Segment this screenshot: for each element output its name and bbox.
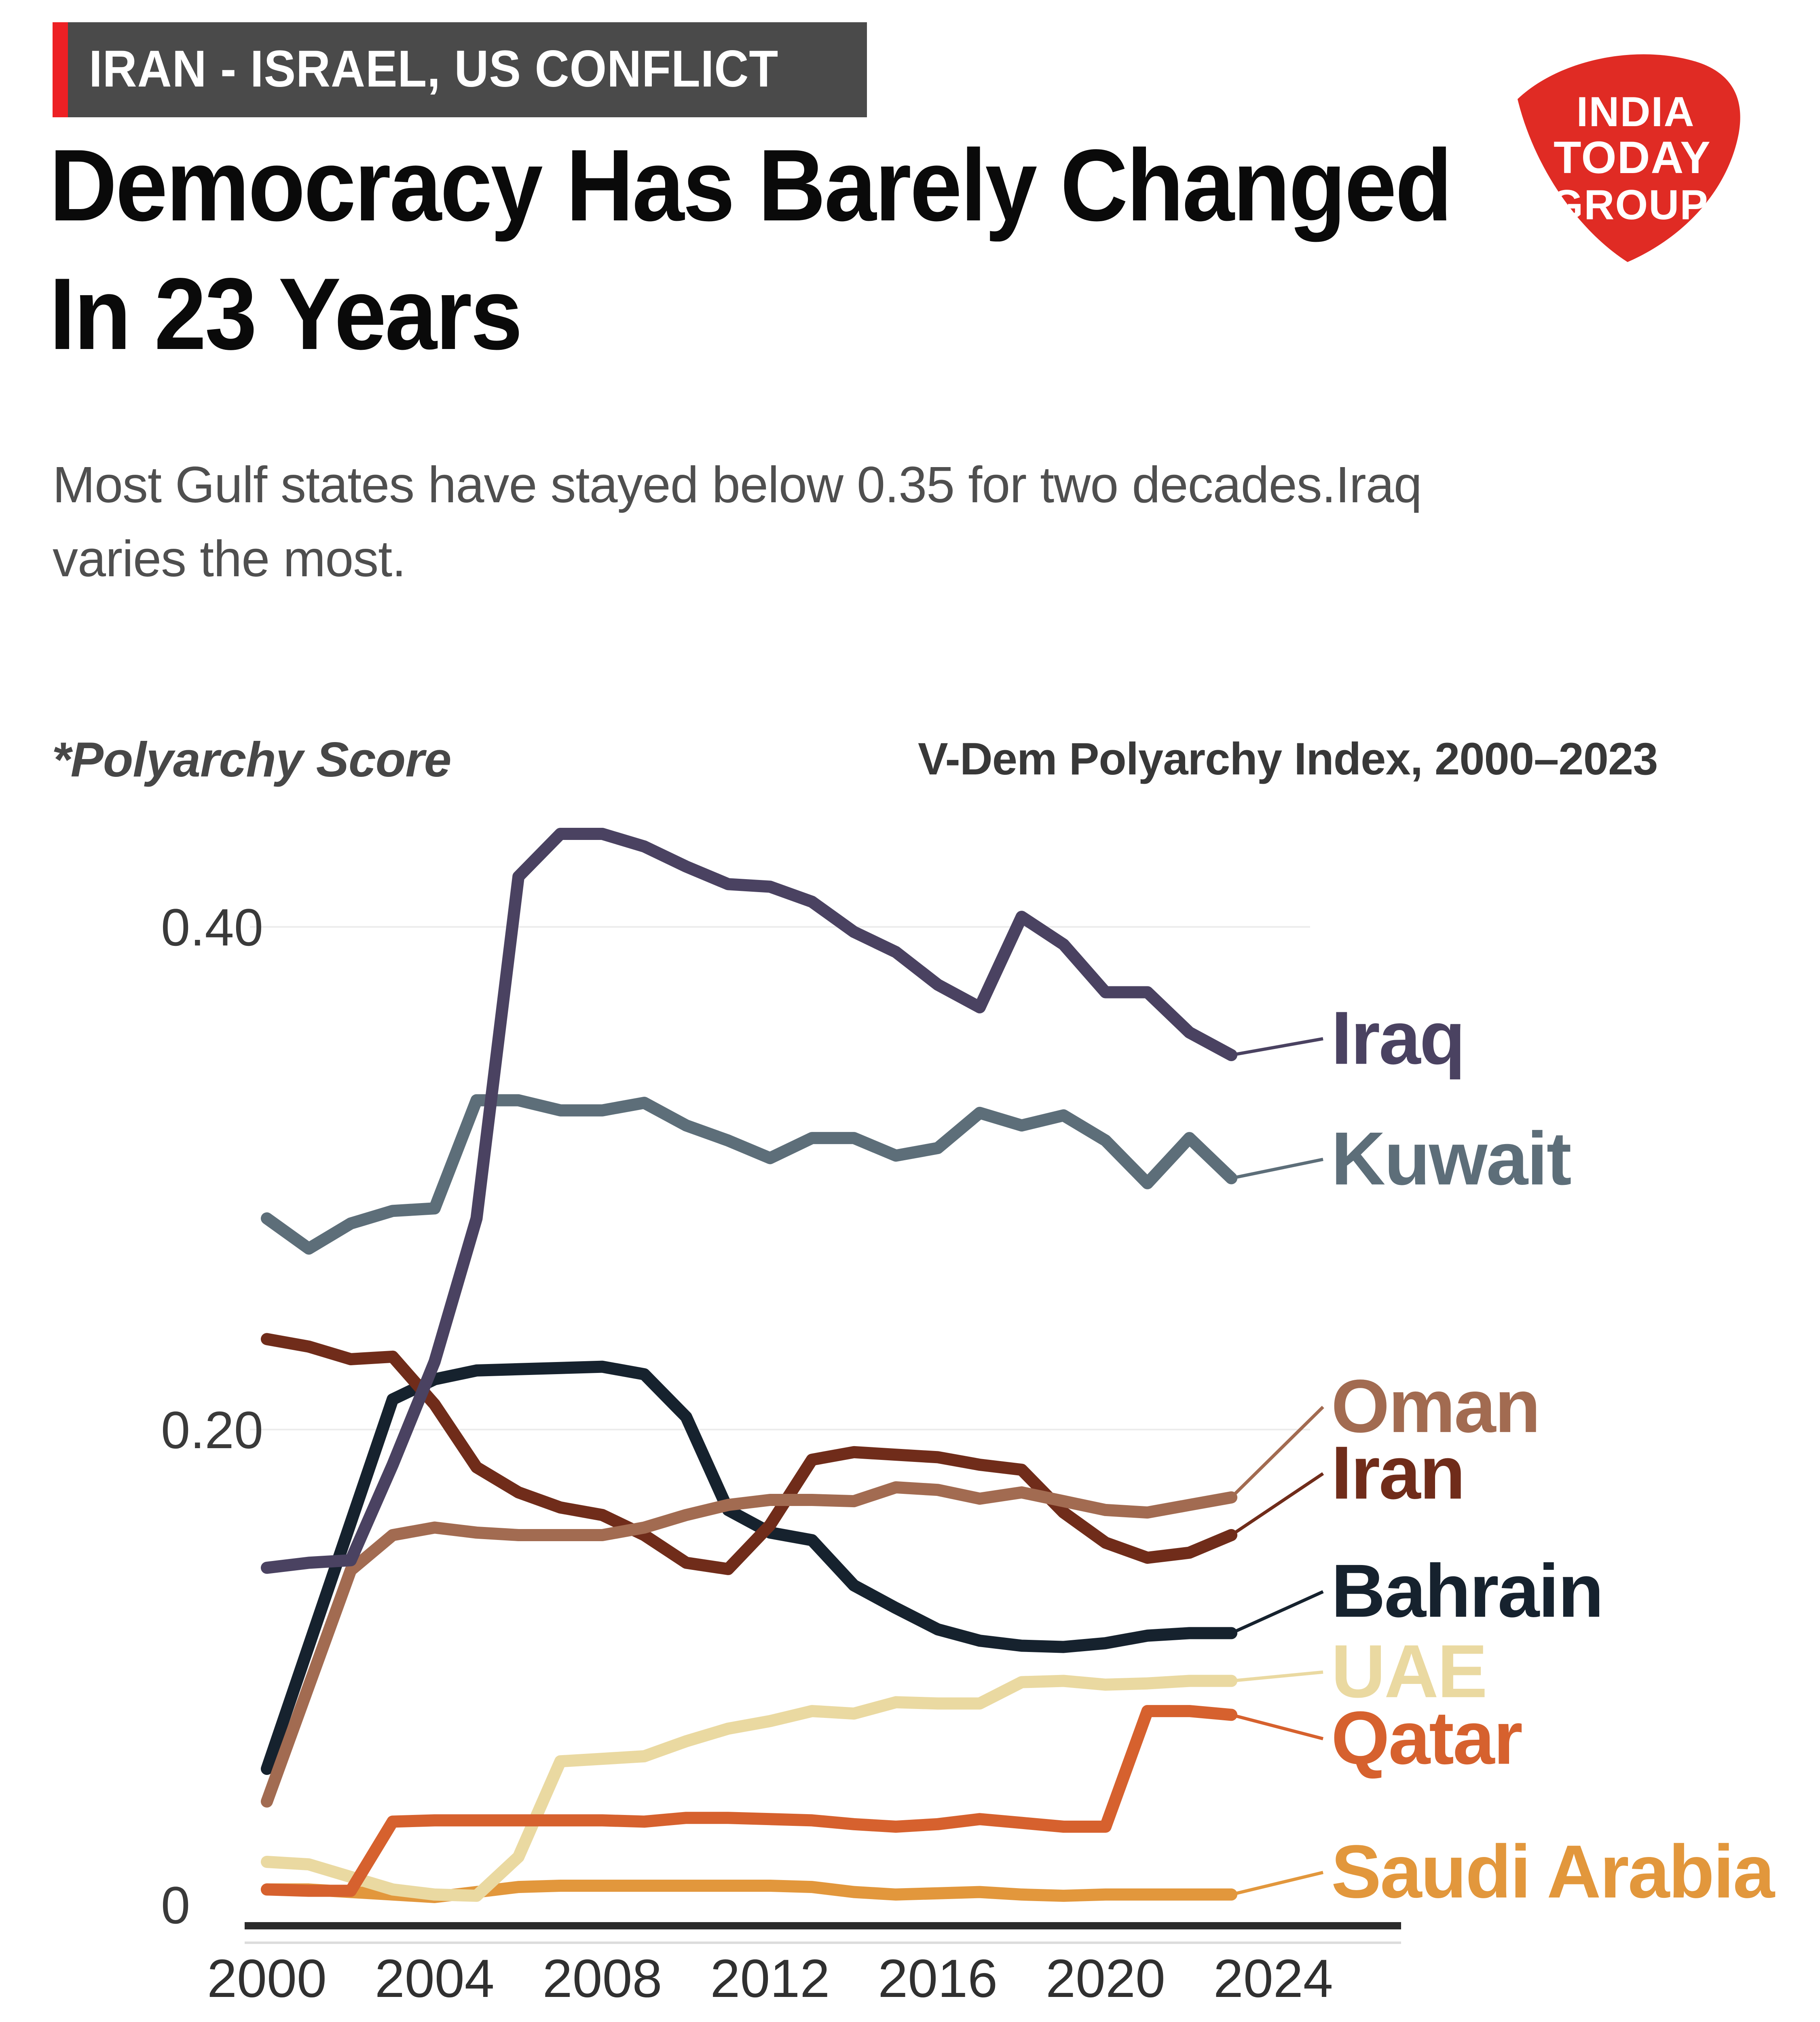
series-label-kuwait: Kuwait <box>1331 1117 1571 1201</box>
y-tick-label: 0.20 <box>161 1400 263 1459</box>
label-connector-oman <box>1230 1406 1324 1499</box>
series-label-iraq: Iraq <box>1331 996 1464 1080</box>
series-line-qatar <box>261 1705 1238 1897</box>
x-tick-label: 2016 <box>878 1949 998 2009</box>
series-label-uae: UAE <box>1331 1630 1486 1713</box>
page-title: Democracy Has Barely Changed In 23 Years <box>49 129 1452 371</box>
chart-canvas: 0 0.20 0.40 2000 2004 2008 2012 2016 2020 2024 Sau… <box>161 828 1777 2009</box>
series-line-iran <box>261 1333 1238 1575</box>
category-tag-label: IRAN - ISRAEL, US CONFLICT <box>89 40 779 98</box>
india-today-group-logo-icon: INDIA TODAY GROUP <box>1518 54 1740 262</box>
category-tag: IRAN - ISRAEL, US CONFLICT <box>53 22 867 117</box>
label-connector-kuwait <box>1231 1157 1323 1180</box>
x-tick-label: 2012 <box>710 1949 830 2009</box>
series-line-iraq <box>261 828 1238 1574</box>
series-label-bahrain: Bahrain <box>1331 1549 1603 1633</box>
series-line-kuwait <box>261 1094 1238 1255</box>
series-label-saudi-arabia: Saudi Arabia <box>1331 1830 1776 1914</box>
x-tick-label: 2004 <box>375 1949 495 2009</box>
series-line-oman <box>261 1481 1238 1808</box>
label-connector-saudi-arabia <box>1231 1871 1323 1896</box>
series-label-iran: Iran <box>1331 1431 1464 1515</box>
y-tick-label: 0 <box>161 1876 190 1935</box>
page-subtitle: Most Gulf states have stayed below 0.35 … <box>53 456 1422 587</box>
itg-logo-line1: INDIA <box>1576 89 1695 135</box>
x-tick-label: 2020 <box>1046 1949 1165 2009</box>
line-chart: 0 0.20 0.40 2000 2004 2008 2012 2016 2020 2024 Sau… <box>0 789 1820 2022</box>
x-tick-label: 2008 <box>543 1949 662 2009</box>
x-tick-label: 2024 <box>1213 1949 1333 2009</box>
series-line-uae <box>261 1675 1238 1902</box>
y-tick-label: 0.40 <box>161 898 263 957</box>
y-axis-note: *Polyarchy Score <box>52 732 452 787</box>
itg-logo-line3: GROUP <box>1550 182 1708 228</box>
chart-title: V-Dem Polyarchy Index, 2000–2023 <box>918 734 1658 784</box>
x-tick-label: 2000 <box>207 1949 327 2009</box>
label-connector-iran <box>1230 1472 1324 1537</box>
label-connector-bahrain <box>1230 1590 1324 1635</box>
label-connector-uae <box>1231 1670 1323 1683</box>
series-label-qatar: Qatar <box>1331 1696 1522 1780</box>
itg-logo-line2: TODAY <box>1554 132 1711 183</box>
label-connector-iraq <box>1231 1037 1323 1057</box>
series-label-oman: Oman <box>1331 1364 1539 1448</box>
label-connector-qatar <box>1231 1713 1324 1741</box>
